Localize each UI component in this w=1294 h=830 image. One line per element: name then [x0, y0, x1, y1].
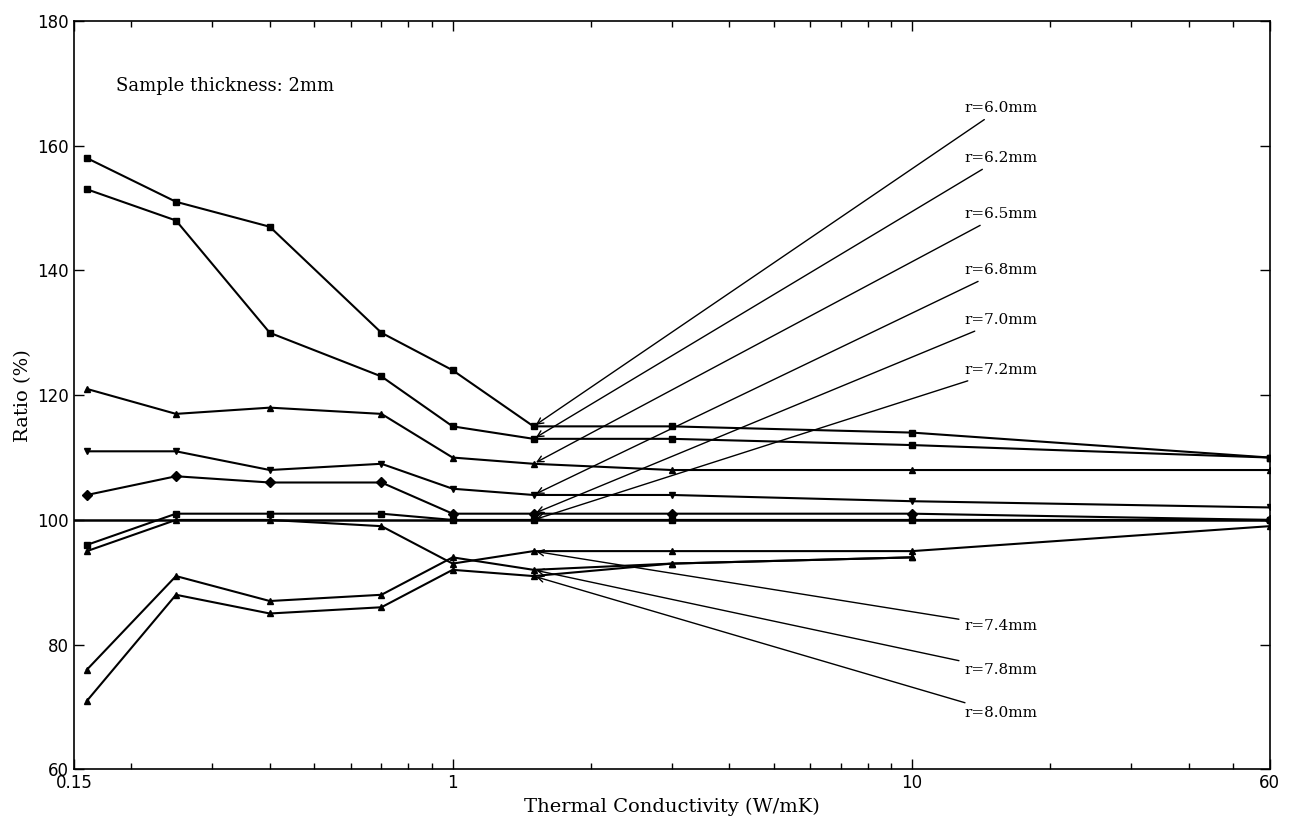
- Text: Sample thickness: 2mm: Sample thickness: 2mm: [116, 77, 334, 95]
- Text: r=6.0mm: r=6.0mm: [537, 101, 1038, 424]
- Text: r=7.0mm: r=7.0mm: [537, 313, 1038, 512]
- Text: r=7.2mm: r=7.2mm: [537, 364, 1038, 520]
- Text: r=6.8mm: r=6.8mm: [537, 263, 1038, 493]
- Text: r=8.0mm: r=8.0mm: [538, 576, 1038, 720]
- X-axis label: Thermal Conductivity (W/mK): Thermal Conductivity (W/mK): [524, 798, 819, 816]
- Text: r=7.4mm: r=7.4mm: [538, 549, 1038, 633]
- Y-axis label: Ratio (%): Ratio (%): [14, 349, 32, 442]
- Text: r=6.5mm: r=6.5mm: [537, 208, 1038, 461]
- Text: r=7.8mm: r=7.8mm: [538, 569, 1038, 676]
- Text: r=6.2mm: r=6.2mm: [537, 151, 1038, 437]
